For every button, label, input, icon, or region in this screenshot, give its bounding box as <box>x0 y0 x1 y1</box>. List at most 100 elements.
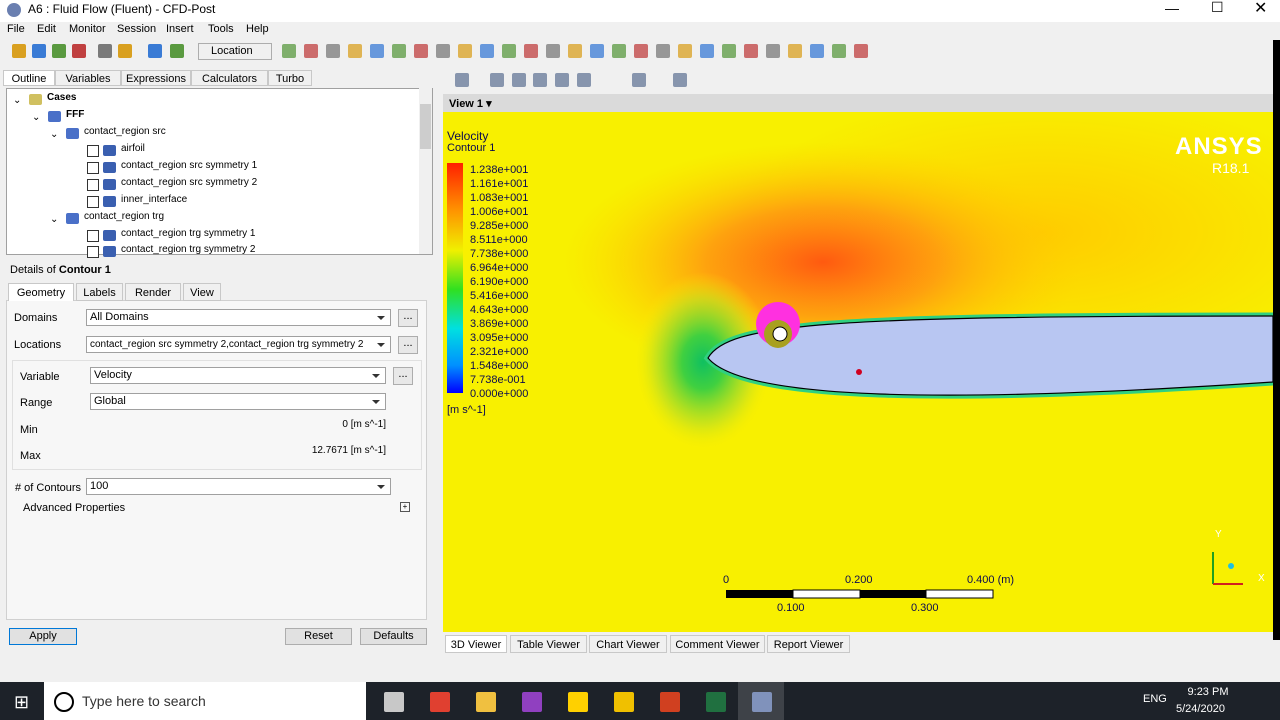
tool-icon[interactable] <box>72 44 86 58</box>
expander[interactable]: ⌄ <box>13 95 22 106</box>
menu-item[interactable]: Insert <box>166 23 194 35</box>
view-tool[interactable] <box>533 73 547 87</box>
tool-icon[interactable] <box>590 44 604 58</box>
panel-tab[interactable]: Calculators <box>191 70 268 86</box>
taskbar-app[interactable] <box>614 692 634 712</box>
menu-item[interactable]: Session <box>117 23 157 35</box>
checkbox[interactable] <box>87 145 99 157</box>
view-tool[interactable] <box>512 73 526 87</box>
contours-spin[interactable]: 100 <box>86 478 391 495</box>
checkbox[interactable] <box>87 246 99 258</box>
tree-label[interactable]: contact_region src <box>84 126 166 137</box>
taskbar-app[interactable] <box>476 692 496 712</box>
tree-label[interactable]: contact_region src symmetry 1 <box>121 160 258 171</box>
details-tab[interactable]: Labels <box>76 283 123 301</box>
view-tool[interactable] <box>455 73 469 87</box>
viewer-tab[interactable]: Report Viewer <box>767 635 850 653</box>
expand[interactable]: + <box>400 502 410 512</box>
tree-label[interactable]: Cases <box>47 92 77 103</box>
panel-tab[interactable]: Expressions <box>121 70 191 86</box>
viewer-canvas[interactable] <box>443 112 1273 632</box>
taskbar-app[interactable] <box>430 692 450 712</box>
advanced[interactable]: Advanced Properties <box>23 502 126 514</box>
tool-icon[interactable] <box>612 44 626 58</box>
checkbox[interactable] <box>87 230 99 242</box>
taskbar-app[interactable] <box>660 692 680 712</box>
menu-item[interactable]: Help <box>246 23 269 35</box>
more-button[interactable]: ... <box>398 336 418 354</box>
details-tab[interactable]: View <box>183 283 221 301</box>
details-tab[interactable]: Geometry <box>8 283 74 301</box>
checkbox[interactable] <box>87 162 99 174</box>
taskbar-app[interactable] <box>522 692 542 712</box>
view-tool[interactable] <box>490 73 504 87</box>
more-button[interactable]: ... <box>398 309 418 327</box>
button[interactable]: Apply <box>9 628 77 645</box>
taskbar-app[interactable] <box>752 692 772 712</box>
tool-icon[interactable] <box>12 44 26 58</box>
menu-item[interactable]: Monitor <box>69 23 106 35</box>
tool-icon[interactable] <box>480 44 494 58</box>
scroll-thumb[interactable] <box>420 104 431 149</box>
viewer-tab[interactable]: Chart Viewer <box>589 635 667 653</box>
locations-combo[interactable]: contact_region src symmetry 2,contact_re… <box>86 336 391 353</box>
expander[interactable]: ⌄ <box>32 112 41 123</box>
menu-item[interactable]: Tools <box>208 23 234 35</box>
view-tool[interactable] <box>555 73 569 87</box>
tool-icon[interactable] <box>414 44 428 58</box>
viewer-tab[interactable]: Table Viewer <box>510 635 587 653</box>
start[interactable]: ⊞ <box>14 692 30 712</box>
taskbar-app[interactable] <box>568 692 588 712</box>
tool-icon[interactable] <box>634 44 648 58</box>
tree-label[interactable]: inner_interface <box>121 194 188 205</box>
more-button[interactable]: ... <box>393 367 413 385</box>
tool-icon[interactable] <box>832 44 846 58</box>
search-box[interactable] <box>44 682 366 720</box>
view-tool[interactable] <box>577 73 591 87</box>
variable-combo[interactable]: Velocity <box>90 367 386 384</box>
range-combo[interactable]: Global <box>90 393 386 410</box>
tool-icon[interactable] <box>436 44 450 58</box>
tool-icon[interactable] <box>678 44 692 58</box>
button[interactable]: Defaults <box>360 628 427 645</box>
tree-label[interactable]: contact_region trg symmetry 1 <box>121 228 256 239</box>
checkbox[interactable] <box>87 196 99 208</box>
maximize[interactable]: ☐ <box>1211 0 1224 15</box>
tree-label[interactable]: contact_region trg symmetry 2 <box>121 244 256 255</box>
tree-label[interactable]: FFF <box>66 109 85 120</box>
tool-icon[interactable] <box>524 44 538 58</box>
tool-icon[interactable] <box>546 44 560 58</box>
panel-tab[interactable]: Outline <box>3 70 55 86</box>
tool-icon[interactable] <box>458 44 472 58</box>
expander[interactable]: ⌄ <box>50 214 59 225</box>
tool-icon[interactable] <box>118 44 132 58</box>
viewer-tab[interactable]: Comment Viewer <box>670 635 765 653</box>
tool-icon[interactable] <box>854 44 868 58</box>
tool-icon[interactable] <box>348 44 362 58</box>
menu-item[interactable]: File <box>7 23 25 35</box>
tool-icon[interactable] <box>370 44 384 58</box>
panel-tab[interactable]: Variables <box>55 70 121 86</box>
tool-icon[interactable] <box>766 44 780 58</box>
tree-label[interactable]: contact_region trg <box>84 211 165 222</box>
view-label[interactable]: View 1 ▾ <box>449 98 492 110</box>
tool-icon[interactable] <box>304 44 318 58</box>
tool-icon[interactable] <box>810 44 824 58</box>
tree-label[interactable]: contact_region src symmetry 2 <box>121 177 258 188</box>
tool-icon[interactable] <box>326 44 340 58</box>
taskbar-app[interactable] <box>384 692 404 712</box>
tool-icon[interactable] <box>656 44 670 58</box>
tool-icon[interactable] <box>282 44 296 58</box>
details-tab[interactable]: Render <box>125 283 181 301</box>
viewer-tab[interactable]: 3D Viewer <box>445 635 507 653</box>
view-tool[interactable] <box>673 73 687 87</box>
location-button[interactable]: Location <box>198 43 272 60</box>
minimize[interactable]: — <box>1165 0 1179 16</box>
panel-tab[interactable]: Turbo <box>268 70 312 86</box>
tool-icon[interactable] <box>700 44 714 58</box>
taskbar-app[interactable] <box>706 692 726 712</box>
tool-icon[interactable] <box>502 44 516 58</box>
menu-item[interactable]: Edit <box>37 23 56 35</box>
close[interactable]: ✕ <box>1254 0 1268 17</box>
tool-icon[interactable] <box>392 44 406 58</box>
